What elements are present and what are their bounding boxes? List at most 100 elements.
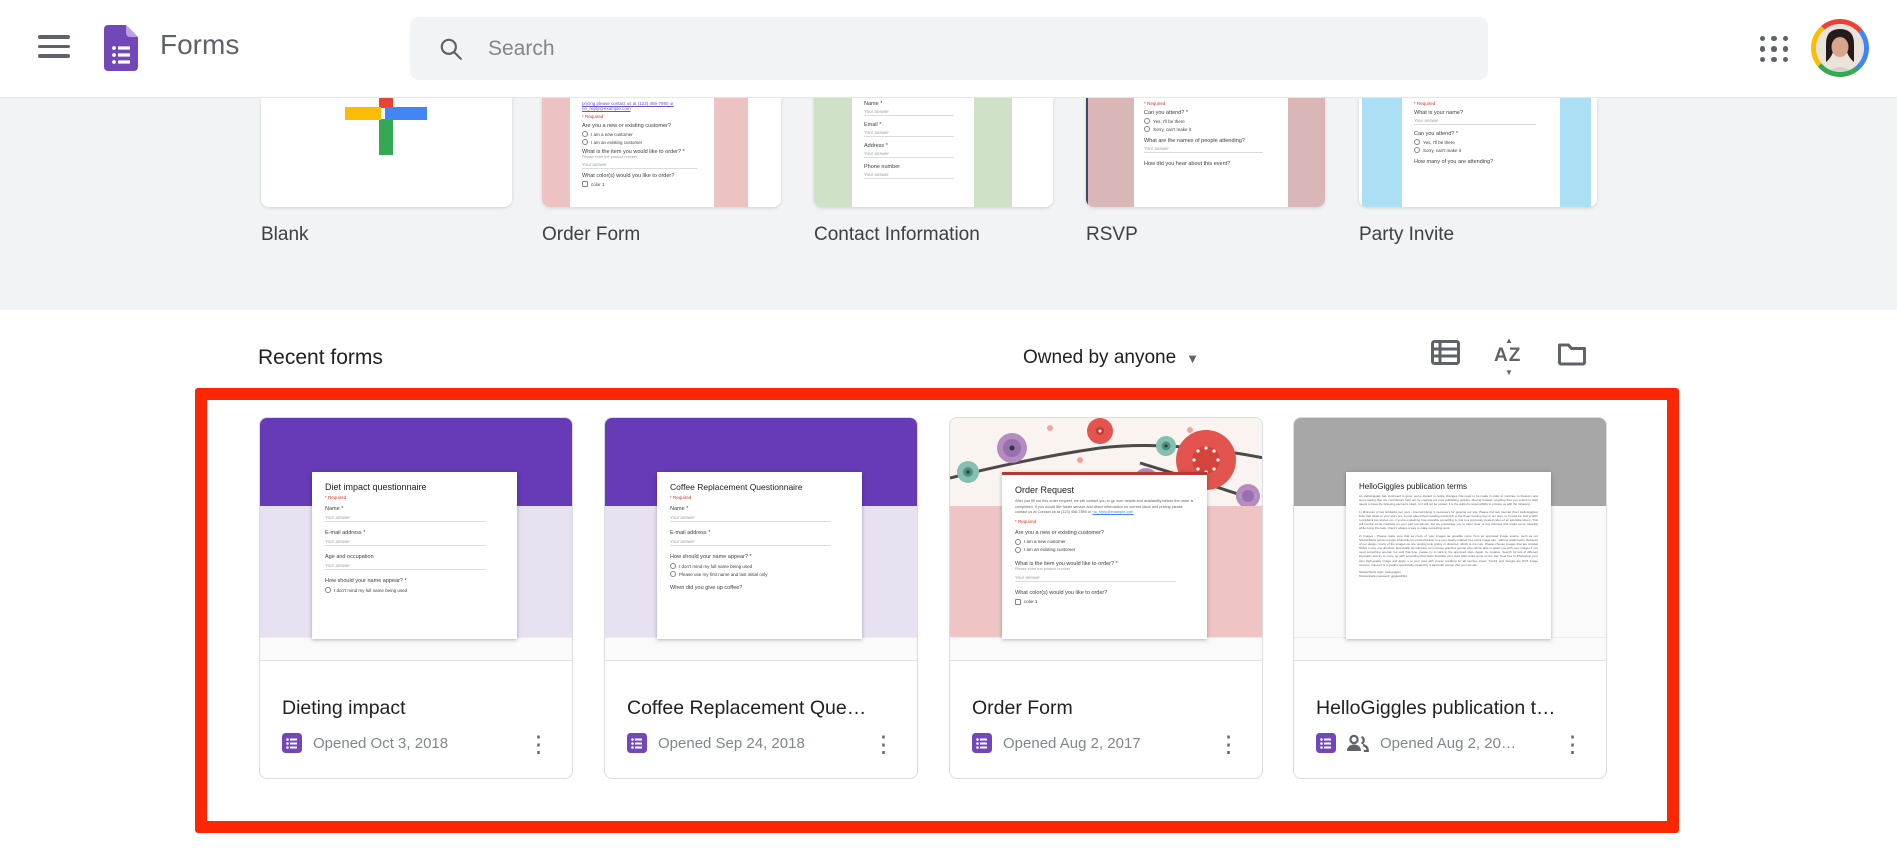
card-title: Coffee Replacement Que… bbox=[627, 697, 867, 719]
recent-card-coffee-replacement[interactable]: Coffee Replacement Questionnaire * Requi… bbox=[604, 417, 918, 779]
preview-answer: Your answer bbox=[864, 130, 954, 137]
theme-stripe bbox=[1362, 97, 1402, 207]
preview-option: I don't mind my full name being used bbox=[670, 563, 849, 569]
card-title: HelloGiggles publication t… bbox=[1316, 697, 1556, 719]
preview-option: I am a new customer bbox=[1015, 538, 1194, 545]
preview-question: What is your name? bbox=[1414, 110, 1463, 116]
more-options-icon[interactable]: ⋮ bbox=[1561, 731, 1584, 757]
card-title: Dieting impact bbox=[282, 697, 406, 719]
preview-question: What color(s) would you like to order? bbox=[1015, 589, 1108, 596]
preview-question: Name * bbox=[325, 506, 344, 512]
template-contact-information[interactable]: Name * Your answer Email * Your answer A… bbox=[814, 97, 1053, 207]
preview-question: Are you a new or existing customer? bbox=[1015, 529, 1104, 536]
template-rsvp[interactable]: * Required Can you attend? * Yes, I'll b… bbox=[1086, 97, 1325, 207]
template-label-blank[interactable]: Blank bbox=[261, 224, 309, 245]
list-view-icon[interactable] bbox=[1431, 340, 1461, 368]
preview-answer: Your answer bbox=[325, 539, 487, 546]
card-footer: HelloGiggles publication t… Opened Aug 2… bbox=[1294, 661, 1606, 757]
more-options-icon[interactable]: ⋮ bbox=[527, 731, 550, 757]
search-input[interactable]: Search bbox=[410, 17, 1488, 80]
template-label-rsvp[interactable]: RSVP bbox=[1086, 224, 1138, 245]
preview-paragraph: 1) Minimum of two linkbacks per post - i… bbox=[1359, 509, 1538, 531]
template-preview-content: Name * Your answer Email * Your answer A… bbox=[864, 101, 964, 179]
preview-question: How did you hear about this event? bbox=[1144, 161, 1231, 167]
preview-question: Are you a new or existing customer? bbox=[582, 123, 671, 129]
template-label-contact-information[interactable]: Contact Information bbox=[814, 224, 980, 245]
radio-icon bbox=[1414, 147, 1420, 153]
template-gallery: pricing please contact us at (123) 456-7… bbox=[0, 97, 1897, 310]
recent-card-order-form[interactable]: Order Request After you fill out this or… bbox=[949, 417, 1263, 779]
preview-question: Phone number bbox=[864, 164, 901, 170]
preview-question: Can you attend? * bbox=[1144, 110, 1189, 116]
more-options-icon[interactable]: ⋮ bbox=[872, 731, 895, 757]
theme-stripe bbox=[542, 97, 570, 207]
forms-file-icon bbox=[1316, 733, 1336, 753]
owned-by-filter-dropdown[interactable]: Owned by anyone ▼ bbox=[1023, 347, 1199, 369]
search-placeholder: Search bbox=[488, 36, 555, 60]
card-footer: Order Form Opened Aug 2, 2017 ⋮ bbox=[950, 661, 1262, 757]
template-label-order-form[interactable]: Order Form bbox=[542, 224, 641, 245]
preview-description: After you fill out this order request, w… bbox=[1015, 499, 1194, 514]
google-plus-logo-icon bbox=[345, 98, 427, 155]
forms-file-icon bbox=[627, 733, 647, 753]
template-order-form[interactable]: pricing please contact us at (123) 456-7… bbox=[542, 97, 781, 207]
template-party-invite[interactable]: * Required What is your name? Your answe… bbox=[1359, 97, 1597, 207]
card-footer: Dieting impact Opened Oct 3, 2018 ⋮ bbox=[260, 661, 572, 757]
radio-icon bbox=[1414, 139, 1420, 145]
recent-forms-title: Recent forms bbox=[258, 346, 383, 369]
template-preview-content: * Required Can you attend? * Yes, I'll b… bbox=[1144, 101, 1276, 167]
preview-answer: Your answer bbox=[325, 563, 487, 570]
template-blank[interactable] bbox=[261, 97, 512, 207]
preview-question: What is the item you would like to order… bbox=[1015, 560, 1118, 567]
form-thumbnail: Coffee Replacement Questionnaire * Requi… bbox=[605, 418, 917, 661]
preview-required: * Required bbox=[1144, 101, 1166, 106]
preview-question: When did you give up coffee? bbox=[670, 585, 743, 591]
card-opened-date: Opened Oct 3, 2018 bbox=[313, 734, 449, 752]
preview-option: Sorry, can't make it bbox=[1414, 147, 1549, 153]
theme-stripe bbox=[1560, 97, 1591, 207]
recent-card-dieting-impact[interactable]: Diet impact questionnaire * Required Nam… bbox=[259, 417, 573, 779]
preview-hint: Please enter the product number bbox=[582, 155, 638, 159]
template-preview-content: pricing please contact us at (123) 456-7… bbox=[582, 101, 710, 187]
main-menu-icon[interactable] bbox=[38, 35, 70, 61]
form-page-preview: Diet impact questionnaire * Required Nam… bbox=[312, 472, 517, 639]
more-options-icon[interactable]: ⋮ bbox=[1217, 731, 1240, 757]
forms-logo-icon[interactable] bbox=[104, 25, 138, 71]
radio-icon bbox=[1015, 546, 1021, 553]
template-label-party-invite[interactable]: Party Invite bbox=[1359, 224, 1455, 245]
preview-paragraph: 2) Images - Please make sure that as man… bbox=[1359, 533, 1538, 567]
preview-form-title: Diet impact questionnaire bbox=[325, 482, 427, 492]
recent-card-hellogiggles[interactable]: HelloGiggles publication terms As HelloG… bbox=[1293, 417, 1607, 779]
radio-icon bbox=[325, 587, 331, 593]
preview-answer: Your answer bbox=[325, 515, 487, 522]
preview-question: Name * bbox=[864, 101, 883, 107]
google-apps-grid-icon[interactable] bbox=[1757, 33, 1791, 65]
preview-question: Can you attend? * bbox=[1414, 131, 1459, 137]
preview-link: pricing please contact us at (123) 456-7… bbox=[582, 101, 674, 111]
preview-paragraph: As HelloGiggles has continued to grow, w… bbox=[1359, 494, 1538, 507]
preview-paragraph: Shutterstock password: giggles2011 bbox=[1359, 574, 1407, 579]
preview-answer: Your answer bbox=[864, 151, 954, 158]
preview-option: I am an existing customer bbox=[582, 139, 710, 145]
sort-desc-arrow-icon: ▼ bbox=[1505, 368, 1514, 377]
search-icon bbox=[440, 38, 462, 60]
radio-icon bbox=[1015, 538, 1021, 545]
folder-icon[interactable] bbox=[1557, 340, 1587, 368]
preview-required: * Required bbox=[670, 495, 692, 500]
account-avatar[interactable] bbox=[1811, 19, 1869, 77]
radio-icon bbox=[670, 563, 676, 569]
shared-people-icon bbox=[1345, 734, 1369, 752]
template-preview-content: * Required What is your name? Your answe… bbox=[1414, 101, 1549, 165]
preview-hint: Please enter the product number bbox=[1015, 566, 1071, 571]
preview-answer: Your answer bbox=[864, 172, 954, 179]
preview-question: E-mail address * bbox=[670, 530, 711, 536]
filter-label: Owned by anyone bbox=[1023, 347, 1177, 368]
preview-paragraph: ShutterStock login: hellogiggles bbox=[1359, 570, 1401, 574]
preview-question: Address * bbox=[864, 143, 888, 149]
preview-answer: Your answer bbox=[1414, 118, 1536, 125]
form-page-preview: HelloGiggles publication terms As HelloG… bbox=[1346, 472, 1551, 639]
preview-option: I don't mind my full name being used bbox=[325, 587, 504, 593]
preview-answer: Your answer bbox=[582, 162, 698, 169]
form-thumbnail: HelloGiggles publication terms As HelloG… bbox=[1294, 418, 1606, 661]
